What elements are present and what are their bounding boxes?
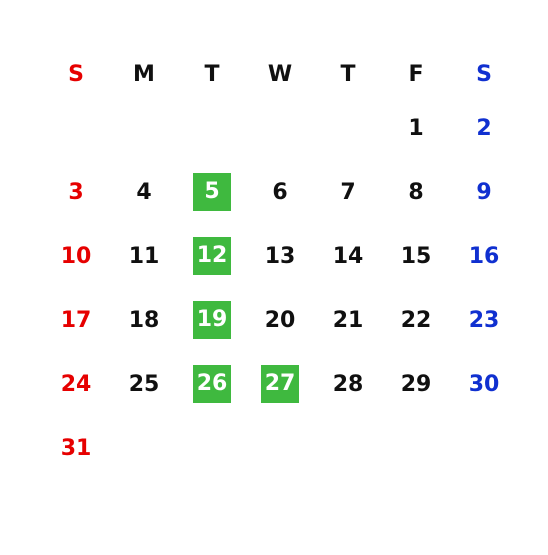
calendar-day-cell[interactable]: 27 [246,352,314,416]
weekday-header: F [382,52,450,96]
weekday-header: T [178,52,246,96]
calendar-day-cell[interactable]: 26 [178,352,246,416]
calendar-day-cell[interactable]: 17 [42,288,110,352]
calendar-day-number: 19 [193,301,231,339]
calendar-day-number: 27 [261,365,299,403]
calendar-empty-cell [110,416,178,480]
calendar-day-cell[interactable]: 20 [246,288,314,352]
calendar-empty-cell [314,416,382,480]
calendar-day-cell[interactable]: 2 [450,96,518,160]
calendar-empty-cell [450,416,518,480]
calendar-week-row: 1718 19 20212223 [42,288,518,352]
calendar-day-cell[interactable]: 9 [450,160,518,224]
calendar-day-cell[interactable]: 8 [382,160,450,224]
calendar-day-cell[interactable]: 18 [110,288,178,352]
calendar-week-row: 1011 12 13141516 [42,224,518,288]
weekday-header-row: SMTWTFS [42,52,518,96]
calendar-day-number: 5 [193,173,231,211]
weekday-header: T [314,52,382,96]
calendar-day-cell[interactable]: 24 [42,352,110,416]
weekday-header: S [450,52,518,96]
calendar-day-cell[interactable]: 4 [110,160,178,224]
calendar-week-row: 3456789 [42,160,518,224]
calendar-day-cell[interactable]: 14 [314,224,382,288]
calendar-day-number: 26 [193,365,231,403]
calendar-empty-cell [110,96,178,160]
calendar-day-cell[interactable]: 19 [178,288,246,352]
calendar-day-cell[interactable]: 10 [42,224,110,288]
calendar-day-cell[interactable]: 3 [42,160,110,224]
calendar-month-view: SMTWTFS123456789101112131415161718192021… [0,52,548,480]
calendar-day-cell[interactable]: 22 [382,288,450,352]
calendar-week-row: 2425 26 27 282930 [42,352,518,416]
calendar-day-number: 12 [193,237,231,275]
calendar-day-cell[interactable]: 11 [110,224,178,288]
calendar-day-cell[interactable]: 15 [382,224,450,288]
calendar-day-cell[interactable]: 1 [382,96,450,160]
weekday-header: M [110,52,178,96]
calendar-day-cell[interactable]: 6 [246,160,314,224]
calendar-empty-cell [178,96,246,160]
calendar-empty-cell [178,416,246,480]
calendar-empty-cell [42,96,110,160]
calendar-day-cell[interactable]: 12 [178,224,246,288]
calendar-day-cell[interactable]: 7 [314,160,382,224]
calendar-empty-cell [246,416,314,480]
calendar-day-cell[interactable]: 21 [314,288,382,352]
calendar-day-cell[interactable]: 28 [314,352,382,416]
calendar-week-row: 12 [42,96,518,160]
calendar-day-cell[interactable]: 30 [450,352,518,416]
calendar-empty-cell [246,96,314,160]
calendar-empty-cell [314,96,382,160]
calendar-day-cell[interactable]: 13 [246,224,314,288]
calendar-day-cell[interactable]: 16 [450,224,518,288]
calendar-day-cell[interactable]: 31 [42,416,110,480]
calendar-week-row: 31 [42,416,518,480]
calendar-day-cell[interactable]: 23 [450,288,518,352]
weekday-header: S [42,52,110,96]
weekday-header: W [246,52,314,96]
calendar-day-cell[interactable]: 29 [382,352,450,416]
calendar-empty-cell [382,416,450,480]
calendar-day-cell[interactable]: 5 [178,160,246,224]
calendar-grid: SMTWTFS123456789101112131415161718192021… [42,52,518,480]
calendar-day-cell[interactable]: 25 [110,352,178,416]
